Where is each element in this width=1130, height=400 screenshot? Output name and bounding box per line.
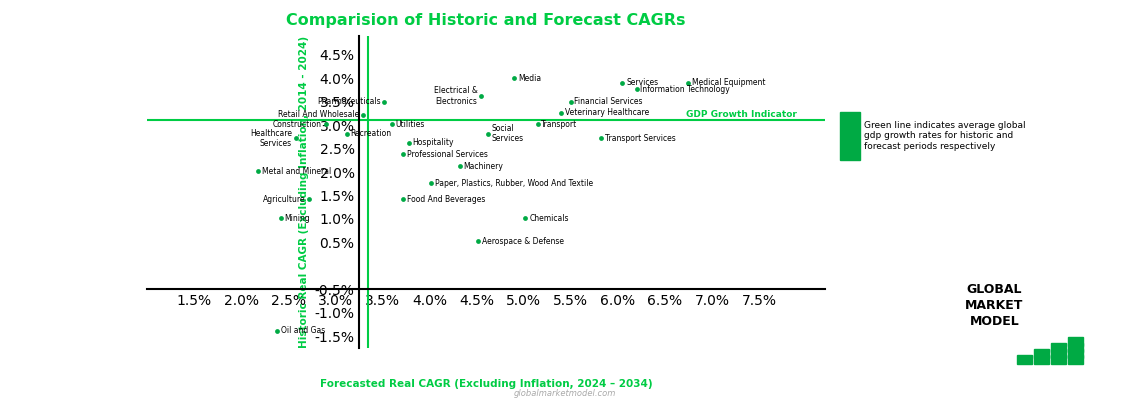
Text: GDP Growth Indicator: GDP Growth Indicator (686, 110, 797, 118)
Text: Machinery: Machinery (463, 162, 503, 171)
Point (562, 98, 580, 105)
Text: Hospitality: Hospitality (412, 138, 454, 148)
Point (614, 80, 632, 86)
Text: Metal and Mineral: Metal and Mineral (262, 167, 331, 176)
Text: Utilities: Utilities (396, 120, 425, 129)
Point (553, 110, 571, 116)
Point (451, 163, 469, 170)
Point (383, 121, 401, 128)
Text: Green line indicates average global
gdp growth rates for historic and
forecast p: Green line indicates average global gdp … (864, 121, 1026, 151)
Text: Healthcare
Services: Healthcare Services (250, 128, 292, 148)
Point (316, 121, 334, 128)
Text: GLOBAL
MARKET
MODEL: GLOBAL MARKET MODEL (965, 283, 1024, 328)
Text: Recreation: Recreation (350, 129, 391, 138)
Point (472, 93, 490, 99)
Point (355, 112, 373, 118)
Text: Social
Services: Social Services (492, 124, 523, 143)
Point (394, 151, 412, 158)
Title: Comparision of Historic and Forecast CAGRs: Comparision of Historic and Forecast CAG… (286, 13, 686, 28)
Point (394, 196, 412, 202)
Point (516, 215, 534, 221)
Text: Mining: Mining (285, 214, 310, 222)
Text: Chemicals: Chemicals (529, 214, 568, 222)
Text: Transport Services: Transport Services (605, 134, 676, 143)
Point (249, 168, 267, 174)
Text: Professional Services: Professional Services (407, 150, 488, 159)
Text: Retail And Wholesale: Retail And Wholesale (278, 110, 359, 119)
Point (271, 215, 289, 221)
Point (423, 180, 441, 186)
Text: Services: Services (626, 78, 659, 88)
Text: globalmarketmodel.com: globalmarketmodel.com (514, 389, 616, 398)
Text: Information Technology: Information Technology (641, 85, 730, 94)
Text: Construction: Construction (273, 120, 322, 129)
Text: Pharmaceuticals: Pharmaceuticals (316, 97, 381, 106)
Y-axis label: Historic Real CAGR (Excluding Inflation, 2014 - 2024): Historic Real CAGR (Excluding Inflation,… (299, 36, 308, 348)
Point (299, 196, 318, 202)
Text: Food And Beverages: Food And Beverages (407, 195, 485, 204)
Point (529, 121, 547, 128)
Point (268, 328, 286, 334)
Text: Paper, Plastics, Rubber, Wood And Textile: Paper, Plastics, Rubber, Wood And Textil… (435, 179, 593, 188)
Point (400, 140, 418, 146)
Text: Transport: Transport (541, 120, 577, 129)
Text: Agriculture: Agriculture (262, 195, 305, 204)
Point (679, 80, 697, 86)
Text: Medical Equipment: Medical Equipment (692, 78, 766, 88)
Point (469, 238, 487, 245)
Text: Oil and Gas: Oil and Gas (280, 326, 324, 335)
Text: Veterinary Healthcare: Veterinary Healthcare (565, 108, 650, 118)
Text: Electrical &
Electronics: Electrical & Electronics (434, 86, 477, 106)
Point (479, 130, 497, 137)
Point (627, 86, 645, 93)
Point (505, 75, 523, 82)
Text: Aerospace & Defense: Aerospace & Defense (483, 237, 564, 246)
Text: Financial Services: Financial Services (574, 97, 643, 106)
Text: Media: Media (518, 74, 541, 83)
Point (375, 98, 393, 105)
Point (592, 135, 610, 142)
Point (338, 130, 356, 137)
X-axis label: Forecasted Real CAGR (Excluding Inflation, 2024 – 2034): Forecasted Real CAGR (Excluding Inflatio… (320, 379, 652, 389)
Point (287, 135, 305, 142)
